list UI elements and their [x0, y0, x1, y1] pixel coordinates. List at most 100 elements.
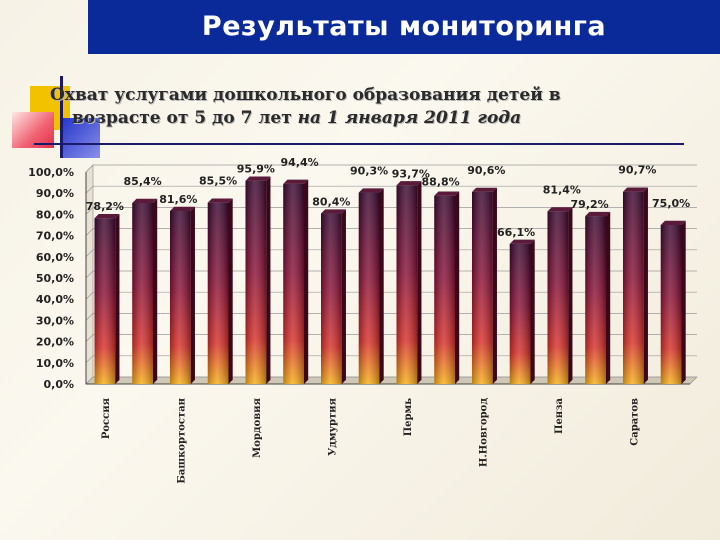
data-label: 66,1% [497, 226, 535, 239]
data-label: 81,4% [543, 183, 581, 196]
bar-side [115, 214, 120, 384]
decor-vertical-line [60, 76, 63, 158]
y-tick-label: 20,0% [36, 336, 74, 349]
x-tick-label: Мордовия [252, 397, 263, 457]
bar-top [509, 239, 535, 244]
x-tick-label: Россия [101, 397, 112, 439]
data-label: 80,4% [312, 196, 350, 209]
bar [622, 187, 648, 384]
bar [283, 179, 309, 384]
bar-sheen [396, 185, 418, 384]
data-label: 81,6% [159, 193, 197, 206]
bar [94, 214, 120, 384]
bar-top [547, 207, 573, 212]
bar [207, 198, 233, 384]
bar-sheen [585, 216, 607, 384]
bar-top [396, 181, 422, 186]
bar-top [207, 198, 233, 203]
bar-sheen [434, 195, 456, 384]
bar-side [153, 198, 158, 384]
bar-top [320, 209, 346, 214]
bar-sheen [94, 218, 116, 384]
bar-side [530, 239, 535, 384]
bar-top [358, 188, 384, 193]
bar-top [94, 214, 120, 219]
chart-title: Охват услугами дошкольного образования д… [50, 84, 670, 130]
decor-red-square [12, 112, 54, 148]
bar-sheen [547, 211, 569, 384]
x-tick-label: Саратов [629, 398, 640, 446]
bar [132, 198, 158, 384]
bar-side [228, 198, 233, 384]
y-tick-label: 10,0% [36, 357, 74, 370]
x-tick-label: Пенза [554, 397, 565, 434]
bar [434, 191, 460, 384]
bar [660, 220, 686, 384]
bar-side [190, 206, 195, 384]
bar-side [568, 207, 573, 384]
data-label: 78,2% [86, 200, 124, 213]
bar-side [492, 187, 497, 384]
y-tick-label: 80,0% [36, 208, 74, 221]
x-tick-label: Удмуртия [327, 397, 338, 455]
slide-title: Результаты мониторинга [201, 11, 607, 42]
bar-top [169, 206, 195, 212]
bar-side [341, 209, 346, 384]
bar-sheen [660, 225, 682, 384]
bar-sheen [245, 180, 267, 384]
bar [358, 188, 384, 384]
data-label: 93,7% [392, 167, 430, 180]
bar-top [132, 198, 158, 203]
y-tick-label: 50,0% [36, 272, 74, 285]
bar-side [455, 191, 460, 384]
chart-title-line2: возрасте от 5 до 7 лет на 1 января 2011 … [50, 107, 670, 130]
bar-sheen [622, 191, 644, 384]
x-tick-label: Пермь [403, 398, 414, 436]
bar-sheen [471, 191, 493, 384]
data-label: 90,7% [618, 164, 656, 177]
bar-top [245, 176, 271, 181]
data-label: 90,6% [467, 164, 505, 177]
bar-side [379, 188, 384, 384]
bar-sheen [283, 183, 305, 384]
bar [547, 207, 573, 384]
bar-side [606, 211, 611, 384]
bar-sheen [509, 243, 531, 384]
decor-horizontal-line [34, 143, 684, 145]
bar-top [471, 187, 497, 192]
bar-sheen [132, 202, 154, 384]
data-label: 95,9% [237, 163, 275, 176]
bar-sheen [320, 213, 342, 384]
data-label: 94,4% [281, 156, 319, 169]
bar [509, 239, 535, 384]
bar-side [266, 176, 271, 384]
bar [585, 211, 611, 384]
data-label: 79,2% [571, 198, 609, 211]
bar [471, 187, 497, 384]
bar-sheen [358, 192, 380, 384]
decor-blue-square [60, 118, 100, 158]
data-label: 85,4% [124, 175, 162, 188]
gridline [85, 185, 697, 194]
bar-top [283, 179, 309, 184]
bar-side [643, 187, 648, 384]
y-tick-label: 60,0% [36, 251, 74, 264]
bar [245, 176, 271, 384]
y-tick-label: 0,0% [43, 378, 74, 391]
bar-side [417, 181, 422, 384]
y-tick-label: 40,0% [36, 293, 74, 306]
data-label: 88,8% [422, 176, 460, 189]
bar-top [585, 211, 611, 217]
data-label: 75,0% [652, 197, 690, 210]
data-label: 85,5% [199, 175, 237, 188]
chart-title-line1: Охват услугами дошкольного образования д… [50, 85, 561, 105]
y-tick-label: 100,0% [28, 166, 74, 179]
bar [320, 209, 346, 384]
chart-title-line2-plain: возрасте от 5 до 7 лет [72, 108, 298, 128]
title-bar: Результаты мониторинга [88, 0, 720, 54]
bar-side [681, 220, 686, 384]
bar-top [434, 191, 460, 196]
y-tick-label: 70,0% [36, 230, 74, 243]
bar-sheen [207, 202, 229, 384]
